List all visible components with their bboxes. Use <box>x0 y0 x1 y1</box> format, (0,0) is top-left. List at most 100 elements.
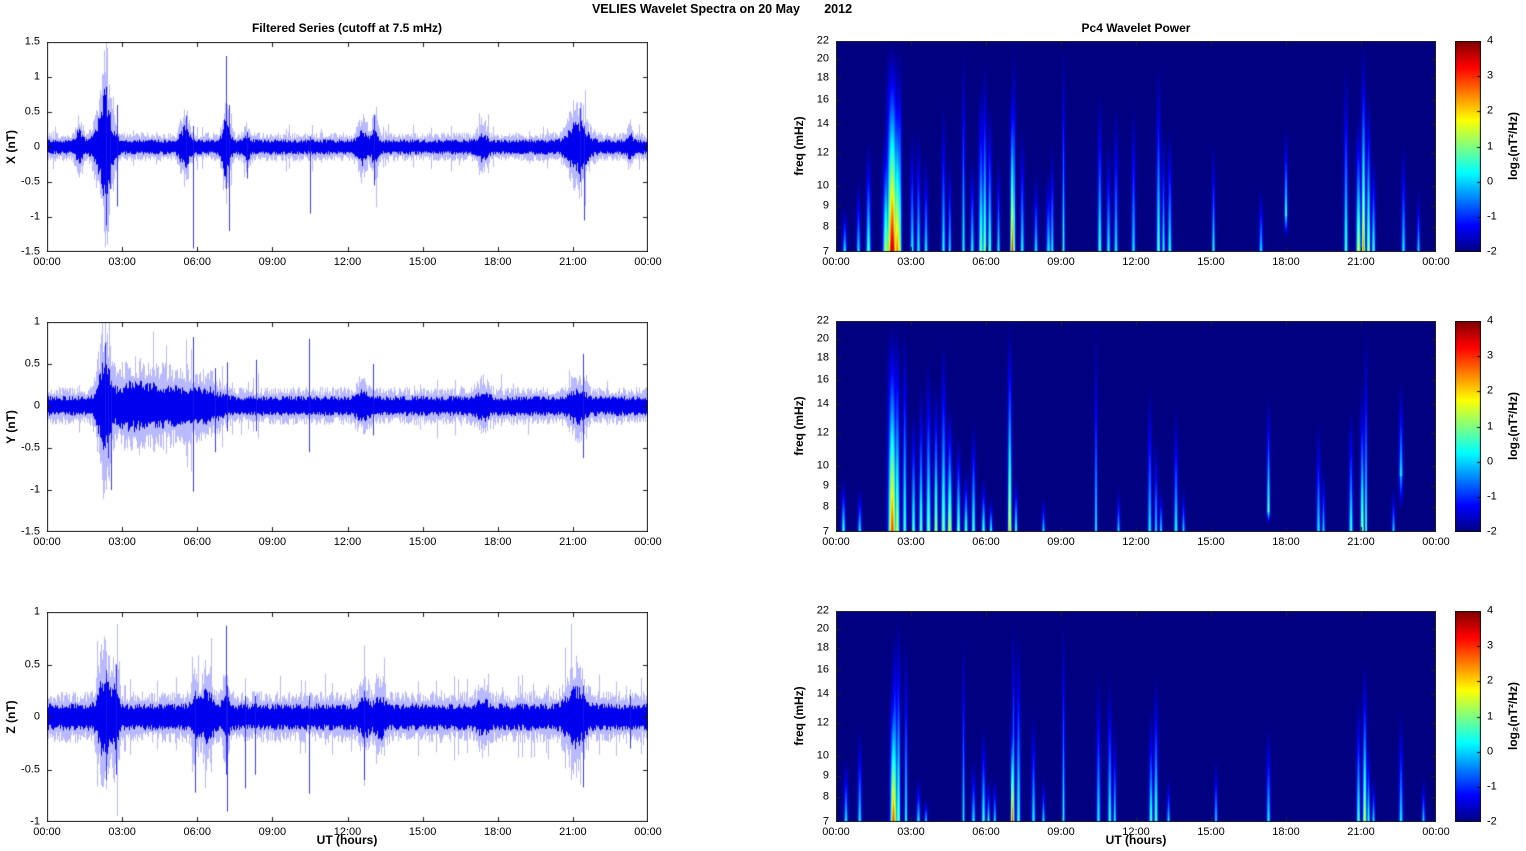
colorbar-tick-label: 1 <box>1487 710 1494 722</box>
time-tick-label: 09:00 <box>258 826 287 838</box>
time-tick-label: 00:00 <box>1422 536 1450 548</box>
time-tick-label: 21:00 <box>1347 536 1375 548</box>
time-tick-label: 06:00 <box>972 536 1000 548</box>
colorbar-tick-label: 0 <box>1487 455 1494 468</box>
time-tick-label: 09:00 <box>258 536 287 548</box>
wavelet-power-x-heatmap <box>836 41 1436 252</box>
freq-tick-label: 22 <box>816 604 829 617</box>
freq-tick-label: 7 <box>822 815 829 828</box>
colorbar-tick-label: -1 <box>1487 780 1497 793</box>
y-tick-label: 1.5 <box>24 35 40 48</box>
time-tick-label: 21:00 <box>1347 826 1375 838</box>
time-tick-label: 03:00 <box>108 256 136 268</box>
colorbar-x <box>1455 41 1481 252</box>
freq-tick-label: 10 <box>816 179 829 192</box>
time-tick-label: 06:00 <box>972 256 1000 268</box>
colorbar-tick-label: 0 <box>1487 175 1494 188</box>
time-tick-label: 12:00 <box>1122 256 1150 268</box>
time-tick-label: 21:00 <box>1347 256 1375 268</box>
xlabel-left: UT (hours) <box>316 833 378 847</box>
freq-tick-label: 12 <box>816 426 829 439</box>
time-tick-label: 15:00 <box>408 536 437 548</box>
left-column-title: Filtered Series (cutoff at 7.5 mHz) <box>251 21 443 35</box>
y-tick-label: -0.5 <box>21 175 40 188</box>
time-tick-label: 00:00 <box>822 256 850 268</box>
time-tick-label: 00:00 <box>822 536 850 548</box>
figure-title: VELIES Wavelet Spectra on 20 May 2012 <box>591 2 853 16</box>
y-tick-label: 0.5 <box>24 105 40 118</box>
freq-tick-label: 20 <box>816 622 829 635</box>
time-tick-label: 21:00 <box>559 256 587 268</box>
time-tick-label: 18:00 <box>1272 536 1300 548</box>
y-tick-label: -1.5 <box>21 525 40 538</box>
freq-tick-label: 7 <box>822 525 829 538</box>
freq-tick-label: 14 <box>816 687 829 700</box>
time-tick-label: 00:00 <box>822 826 850 838</box>
colorbar-label-1: log₂(nT²/Hz) <box>1506 112 1520 180</box>
colorbar-label-3: log₂(nT²/Hz) <box>1506 682 1520 750</box>
y-tick-label: 1 <box>33 605 40 618</box>
ylabel-y-nt: Y (nT) <box>4 410 18 444</box>
colorbar-tick-label: 3 <box>1487 69 1494 82</box>
freq-tick-label: 20 <box>816 52 829 65</box>
time-tick-label: 00:00 <box>1422 826 1450 838</box>
time-tick-label: 15:00 <box>408 826 437 838</box>
time-tick-label: 09:00 <box>258 256 287 268</box>
time-tick-label: 09:00 <box>1047 536 1075 548</box>
time-tick-label: 18:00 <box>483 256 512 268</box>
time-tick-label: 21:00 <box>559 536 587 548</box>
freq-tick-label: 18 <box>816 351 829 364</box>
freq-tick-label: 12 <box>816 146 829 159</box>
time-tick-label: 12:00 <box>1122 826 1150 838</box>
freq-tick-label: 7 <box>822 245 829 258</box>
timeseries-y-plot <box>47 322 648 532</box>
time-tick-label: 09:00 <box>1047 256 1075 268</box>
colorbar-tick-label: 0 <box>1487 745 1494 758</box>
freq-tick-label: 16 <box>816 373 829 386</box>
freq-tick-label: 16 <box>816 663 829 676</box>
colorbar-y <box>1455 321 1481 532</box>
time-tick-label: 12:00 <box>1122 536 1150 548</box>
freq-tick-label: 20 <box>816 332 829 345</box>
time-tick-label: 15:00 <box>1197 536 1225 548</box>
freq-tick-label: 9 <box>822 479 829 492</box>
freq-tick-label: 9 <box>822 199 829 212</box>
y-tick-label: -0.5 <box>21 763 40 775</box>
colorbar-tick-label: 4 <box>1487 34 1494 47</box>
y-tick-label: 0 <box>33 399 40 412</box>
wavelet-power-y-heatmap <box>836 321 1436 532</box>
time-tick-label: 03:00 <box>897 826 925 838</box>
time-tick-label: 18:00 <box>483 536 512 548</box>
colorbar-tick-label: -2 <box>1487 815 1497 828</box>
freq-tick-label: 10 <box>816 749 829 762</box>
time-tick-label: 21:00 <box>559 826 587 838</box>
ylabel-z-nt: Z (nT) <box>4 700 18 734</box>
colorbar-tick-label: 1 <box>1487 140 1494 152</box>
time-tick-label: 06:00 <box>972 826 1000 838</box>
timeseries-z-plot <box>47 612 648 822</box>
time-tick-label: 15:00 <box>408 256 437 268</box>
colorbar-tick-label: -1 <box>1487 490 1497 503</box>
xlabel-right: UT (hours) <box>1105 833 1167 847</box>
y-tick-label: 1 <box>33 70 40 83</box>
y-tick-label: 0.5 <box>24 357 40 370</box>
time-tick-label: 03:00 <box>897 256 925 268</box>
time-tick-label: 00:00 <box>1422 256 1450 268</box>
ylabel-freq-2: freq (mHz) <box>792 396 806 456</box>
freq-tick-label: 8 <box>822 500 829 513</box>
wavelet-power-z-heatmap <box>836 611 1436 822</box>
ylabel-freq-3: freq (mHz) <box>792 686 806 746</box>
y-tick-label: -1 <box>30 483 40 496</box>
freq-tick-label: 16 <box>816 93 829 106</box>
time-tick-label: 00:00 <box>33 256 61 268</box>
colorbar-z <box>1455 611 1481 822</box>
y-tick-label: 1 <box>33 315 40 328</box>
time-tick-label: 03:00 <box>108 826 136 838</box>
colorbar-tick-label: 2 <box>1487 104 1494 117</box>
y-tick-label: 0.5 <box>24 658 40 670</box>
freq-tick-label: 14 <box>816 397 829 410</box>
time-tick-label: 18:00 <box>1272 826 1300 838</box>
ylabel-x-nt: X (nT) <box>4 130 18 164</box>
freq-tick-label: 12 <box>816 716 829 729</box>
